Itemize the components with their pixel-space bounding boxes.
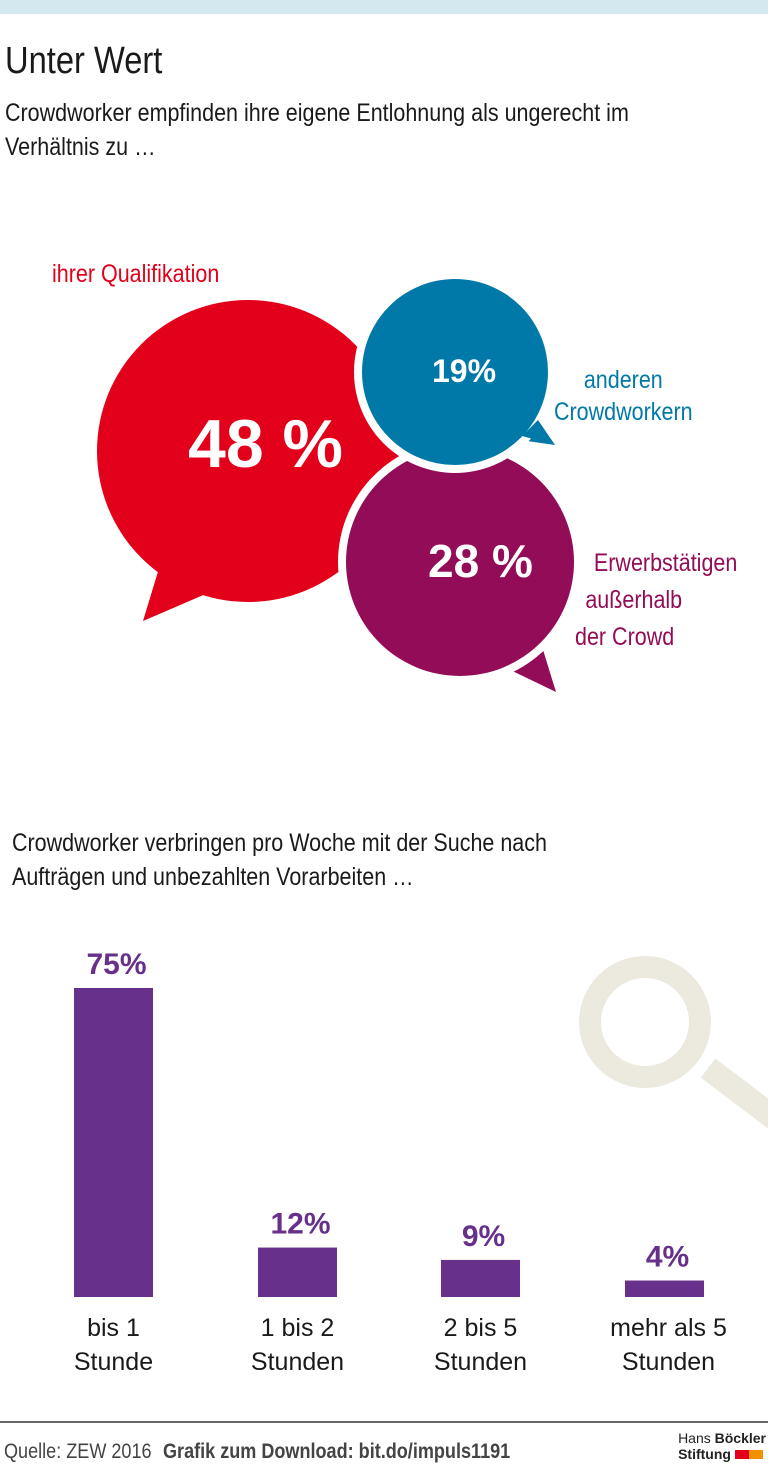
source-text: Quelle: ZEW 2016 <box>4 1440 152 1463</box>
bar <box>625 1280 704 1297</box>
bar <box>258 1247 337 1297</box>
top-accent-bar <box>0 0 768 14</box>
category-label: 2 bis 5 Stunden <box>401 1311 561 1379</box>
magnifier-icon <box>579 956 768 1129</box>
subtitle-1: Crowdworker empfinden ihre eigene Entloh… <box>5 96 629 164</box>
category-label-line: 2 bis 5 <box>443 1314 518 1342</box>
bubble-tail-qualifikation <box>143 565 215 621</box>
bar-value-label: 4% <box>646 1241 689 1274</box>
bubble-chart <box>97 271 582 692</box>
label-line: anderen <box>583 366 663 394</box>
bubble-erwerbstaetige <box>346 448 574 676</box>
value-qualifikation: 48 % <box>188 406 343 482</box>
download-link[interactable]: Grafik zum Download: bit.do/impuls1191 <box>163 1440 511 1463</box>
subtitle-2-line: Crowdworker verbringen pro Woche mit der… <box>12 829 547 857</box>
bar-value-label: 9% <box>462 1220 505 1253</box>
label-line: außerhalb <box>585 586 683 614</box>
logo-text: Hans <box>678 1430 711 1446</box>
label-line: Erwerbstätigen <box>593 549 738 577</box>
bubble-qualifikation <box>97 300 399 602</box>
label-crowdworker: anderen Crowdworkern <box>554 364 693 428</box>
subtitle-2: Crowdworker verbringen pro Woche mit der… <box>12 826 547 894</box>
logo-text: Stiftung <box>678 1446 731 1462</box>
footer-divider <box>0 1421 768 1423</box>
bubble-crowdworker <box>362 279 548 465</box>
category-label-line: Stunde <box>73 1348 154 1376</box>
bar <box>441 1259 520 1297</box>
category-label-line: 1 bis 2 <box>260 1314 335 1342</box>
category-label-line: bis 1 <box>87 1314 140 1342</box>
category-label-line: mehr als 5 <box>610 1314 727 1342</box>
category-label: 1 bis 2 Stunden <box>218 1311 378 1379</box>
category-label-line: Stunden <box>433 1348 528 1376</box>
hans-boeckler-logo: Hans Böckler Stiftung <box>678 1430 766 1462</box>
label-line: der Crowd <box>575 623 675 651</box>
value-erwerbstaetige: 28 % <box>428 535 533 587</box>
label-erwerbstaetige: Erwerbstätigen außerhalb der Crowd <box>575 545 737 656</box>
bubble-tail-erwerbstaetige <box>500 640 556 692</box>
subtitle-1-line: Verhältnis zu … <box>5 133 156 161</box>
page-title: Unter Wert <box>5 40 163 82</box>
bar-chart: 75% 12% 9% 4% <box>74 948 704 1297</box>
label-qualifikation: ihrer Qualifikation <box>52 260 220 288</box>
label-line: Crowdworkern <box>554 398 693 426</box>
subtitle-2-line: Aufträgen und unbezahlten Vorarbeiten … <box>12 863 414 891</box>
subtitle-1-line: Crowdworker empfinden ihre eigene Entloh… <box>5 99 629 127</box>
category-label-line: Stunden <box>621 1348 716 1376</box>
bar <box>74 988 153 1297</box>
category-label: bis 1 Stunde <box>34 1311 194 1379</box>
category-label-line: Stunden <box>250 1348 345 1376</box>
category-label: mehr als 5 Stunden <box>589 1311 749 1379</box>
logo-text: Böckler <box>714 1430 766 1446</box>
bar-value-label: 75% <box>86 948 146 981</box>
bar-value-label: 12% <box>270 1208 330 1241</box>
value-crowdworker: 19% <box>432 353 497 389</box>
